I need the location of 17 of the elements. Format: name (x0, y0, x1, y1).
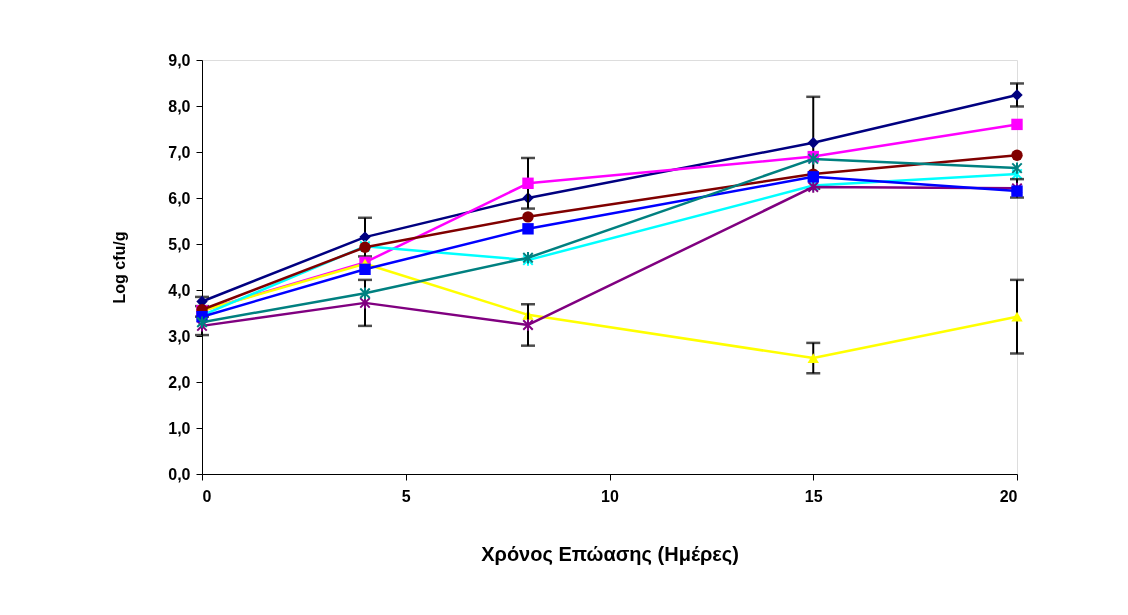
x-axis-title: Χρόνος Επώασης (Ημέρες) (481, 542, 739, 565)
y-tick-label: 8,0 (168, 97, 191, 115)
x-tick-label: 5 (401, 487, 411, 505)
y-tick-label: 2,0 (168, 373, 191, 391)
x-tick-label: 15 (804, 487, 823, 505)
x-tick-label: 20 (999, 487, 1018, 505)
y-tick-label: 9,0 (168, 51, 191, 69)
y-tick-label: 6,0 (168, 189, 191, 207)
x-tick-label: 10 (601, 487, 619, 505)
y-tick-label: 4,0 (168, 281, 191, 299)
y-tick-label: 1,0 (168, 419, 191, 437)
y-tick-label: 3,0 (168, 327, 191, 345)
y-tick-label: 0,0 (168, 465, 191, 483)
y-tick-label: 5,0 (168, 235, 191, 253)
y-tick-label: 7,0 (168, 143, 191, 161)
x-tick-label: 0 (202, 487, 212, 505)
y-axis-title: Log cfu/g (111, 231, 129, 304)
